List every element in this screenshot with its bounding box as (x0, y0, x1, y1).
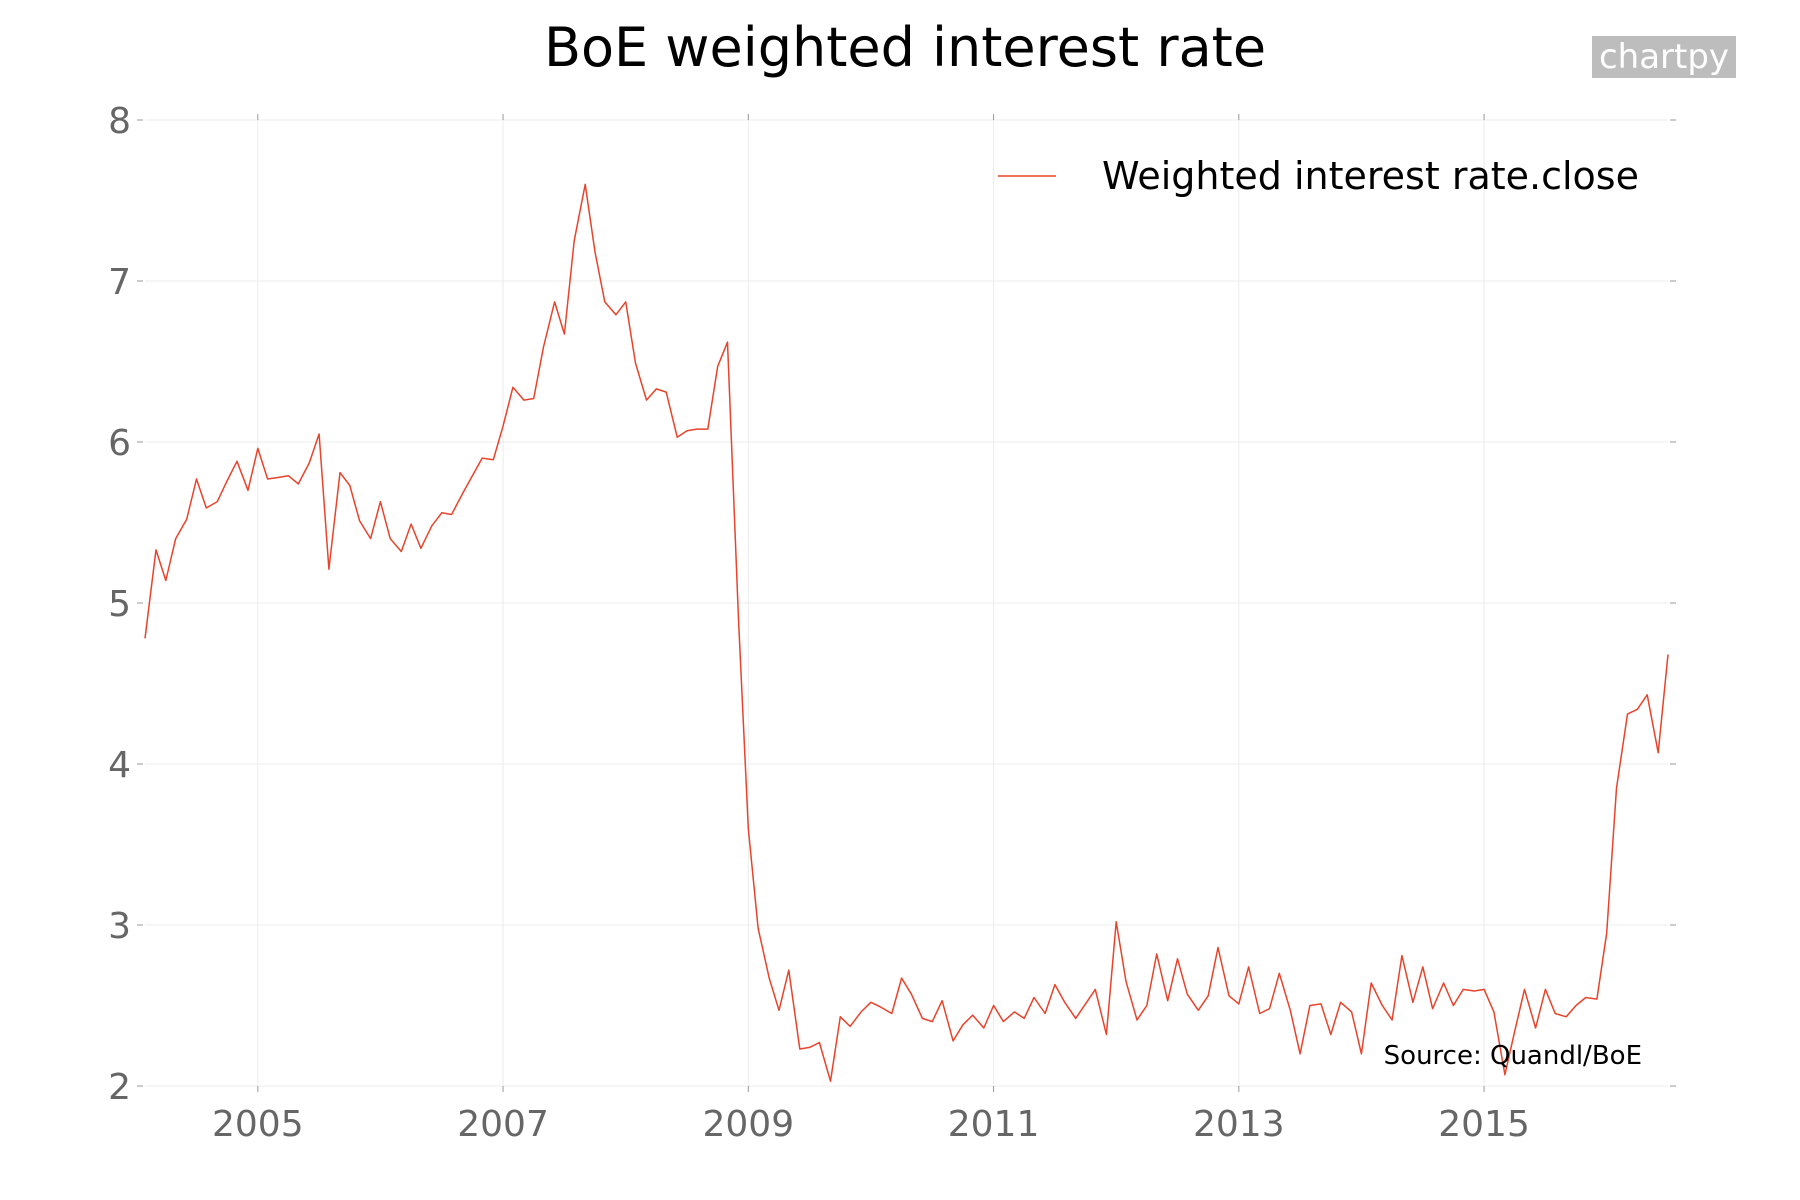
x-tick-label: 2009 (703, 1104, 795, 1145)
source-note: Source: Quandl/BoE (1384, 1041, 1642, 1071)
x-tick-label: 2015 (1438, 1104, 1530, 1145)
legend: Weighted interest rate.close (998, 154, 1639, 198)
y-tick-label: 6 (108, 423, 131, 464)
chart-title: BoE weighted interest rate (544, 16, 1266, 79)
gridlines (145, 119, 1668, 1087)
x-tick-label: 2005 (212, 1104, 304, 1145)
x-tick-label: 2011 (948, 1104, 1040, 1145)
y-tick-label: 2 (108, 1067, 131, 1108)
y-tick-label: 4 (108, 745, 131, 786)
watermark-background (1592, 36, 1736, 78)
watermark-text: chartpy (1599, 37, 1729, 77)
x-tick-label: 2007 (457, 1104, 549, 1145)
x-tick-label: 2013 (1193, 1104, 1285, 1145)
y-tick-label: 3 (108, 906, 131, 947)
series-line (144, 183, 1669, 1082)
legend-label: Weighted interest rate.close (1102, 154, 1639, 198)
y-tick-label: 7 (108, 262, 131, 303)
axis-ticks: 2 3 4 5 6 7 8 2005 2007 2009 2011 2013 2015 (108, 101, 1676, 1145)
series-layer (144, 183, 1669, 1082)
watermark: chartpy (1592, 36, 1736, 78)
y-tick-label: 8 (108, 101, 131, 142)
y-tick-label: 5 (108, 584, 131, 625)
